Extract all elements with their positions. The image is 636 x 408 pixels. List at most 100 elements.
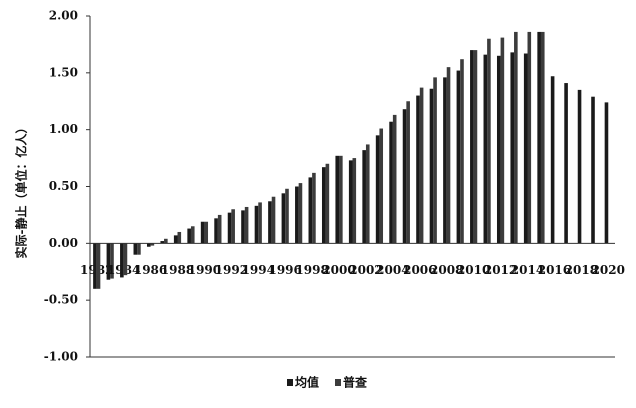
bar [443,77,447,244]
bar [523,53,528,244]
bar [217,214,222,244]
bar [550,76,555,244]
y-tick-label: -0.50 [44,293,78,307]
x-tick-label: 1990 [188,263,221,277]
x-tick-label: 1994 [242,263,275,277]
bar [164,238,168,244]
bar [473,50,478,244]
x-tick-label: 2012 [484,263,517,277]
x-tick-label: 2000 [322,263,355,277]
bar [325,163,330,244]
legend-label: 均值 [295,375,319,390]
bar [308,177,313,244]
x-tick-label: 1992 [215,263,248,277]
x-tick-label: 2008 [430,263,463,277]
bar [564,83,568,244]
bar [271,196,276,244]
bar [375,135,380,244]
y-tick-label: 2.00 [49,9,78,23]
bar [537,31,541,244]
bar [446,67,451,244]
bar [591,96,595,244]
x-tick-label: 1998 [295,263,328,277]
x-tick-label: 2002 [349,263,382,277]
bar [460,59,464,244]
x-tick-label: 1988 [161,263,194,277]
bar [281,193,286,244]
bar [604,102,609,244]
bar [187,228,191,244]
bar [123,243,128,276]
bar [540,31,545,244]
bar [146,243,151,247]
x-tick-label: 2016 [538,263,571,277]
x-tick-label: 2018 [565,263,598,277]
bar [106,243,111,280]
bar [258,202,262,244]
bar [227,212,232,244]
bar [487,38,491,244]
bar [470,50,474,244]
bar [298,183,303,244]
bar [362,150,366,244]
y-tick-label: -1.00 [44,350,78,364]
bar [244,206,249,244]
bar [200,221,205,244]
bar [285,188,289,244]
bar [190,226,195,244]
bar [379,128,384,244]
x-tick-label: 2014 [511,263,544,277]
bar [419,87,424,244]
y-tick-label: 0.50 [49,179,78,193]
bar [456,70,461,244]
x-tick-label: 2010 [457,263,490,277]
bar [335,155,340,244]
bar [231,209,235,244]
bar [433,77,437,244]
x-tick-label: 2004 [376,263,409,277]
bar [321,167,326,244]
bar [150,243,155,246]
bar [429,88,434,244]
bar [500,37,505,244]
y-tick-label: 1.50 [49,65,78,79]
bar [527,31,532,244]
bar [204,221,209,244]
bar [214,218,218,244]
bar [483,54,488,244]
bar [173,235,178,244]
bar [93,243,97,289]
legend-label: 普查 [343,375,368,390]
legend-swatch [287,379,293,386]
bar [96,243,101,289]
y-tick-label: 0.00 [49,236,78,250]
bar [120,243,124,278]
bar [365,144,370,244]
bar [268,201,272,244]
bar [496,55,501,244]
bar [577,89,582,244]
bar [133,243,138,255]
bar [348,160,353,244]
y-axis-label: 实际-静止（单位：亿人） [14,122,29,259]
bar [254,205,259,244]
bar [416,95,420,244]
bar [137,243,141,255]
bar [339,155,343,244]
x-tick-label: 1996 [268,263,301,277]
y-tick-label: 1.00 [49,122,78,136]
bar [177,231,182,244]
bar [389,121,393,244]
bar [406,101,410,244]
bar [160,241,165,244]
bar [514,31,518,244]
legend-swatch [335,379,341,386]
bar [392,114,397,244]
x-tick-label: 1986 [134,263,167,277]
x-tick-label: 2020 [592,263,625,277]
bar [510,52,515,244]
bar [241,210,245,244]
bar [352,158,357,244]
x-tick-label: 2006 [403,263,436,277]
